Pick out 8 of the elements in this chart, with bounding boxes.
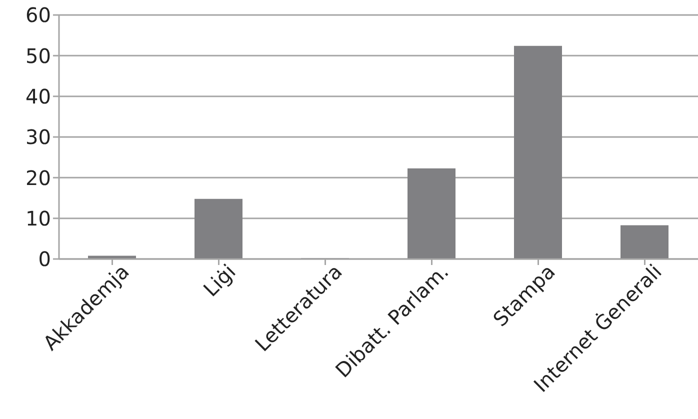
y-tick-label: 50 [26,44,51,68]
y-tick-label: 20 [26,166,51,190]
x-tick-label: Liġi [198,260,240,302]
y-tick-label: 40 [26,84,51,108]
y-tick-label: 60 [26,3,51,28]
y-tick-label: 30 [26,125,51,150]
y-tick-label: 0 [38,247,51,272]
y-tick-label: 10 [26,206,51,230]
